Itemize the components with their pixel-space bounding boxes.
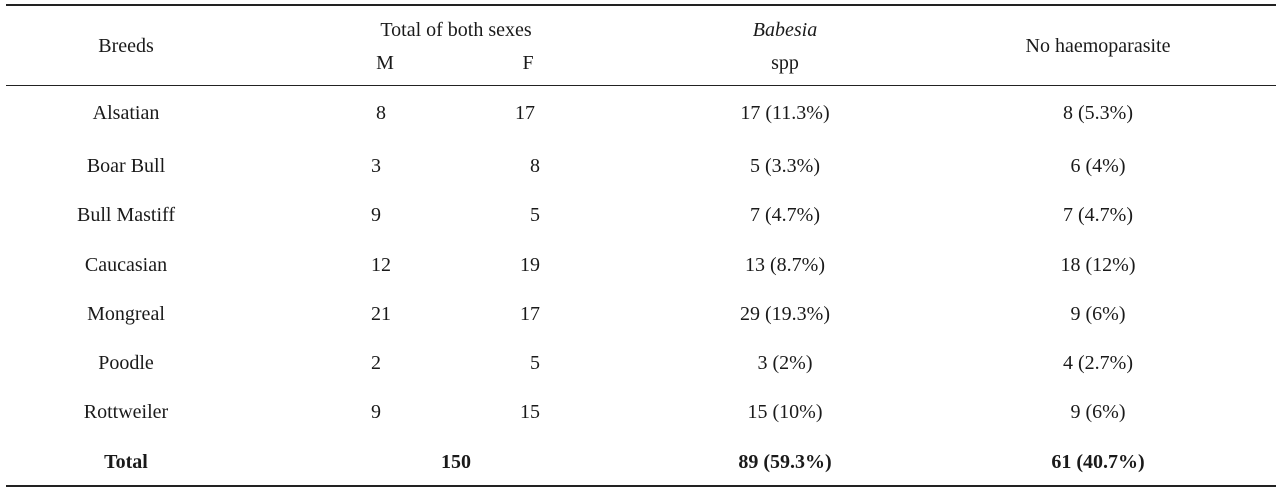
cell-breed: Mongreal [87,303,165,325]
cell-breed: Poodle [98,352,154,374]
header-no-haemoparasite: No haemoparasite [1025,35,1171,57]
cell-f: 5 [530,352,540,374]
header-m: M [376,52,394,74]
cell-babesia: 5 (3.3%) [750,155,820,177]
cell-breed: Rottweiler [83,401,169,423]
table-header-rule [6,85,1276,86]
cell-none: 9 (6%) [1070,401,1126,423]
cell-m: 9 [371,401,381,423]
cell-m: 9 [371,204,381,226]
cell-f: 8 [530,155,540,177]
total-none: 61 (40.7%) [1051,451,1145,473]
cell-f: 5 [530,204,540,226]
cell-m: 3 [371,155,381,177]
cell-m: 8 [376,102,386,124]
cell-babesia: 29 (19.3%) [740,303,830,325]
header-breeds: Breeds [98,35,154,57]
cell-m: 12 [371,254,391,276]
cell-none: 9 (6%) [1070,303,1126,325]
cell-m: 21 [371,303,391,325]
total-label: Total [104,451,148,473]
cell-breed: Caucasian [84,254,168,276]
total-babesia: 89 (59.3%) [738,451,832,473]
cell-babesia: 17 (11.3%) [740,102,830,124]
table-bottom-rule [6,485,1276,487]
cell-babesia: 15 (10%) [747,401,823,423]
cell-none: 18 (12%) [1060,254,1136,276]
cell-none: 6 (4%) [1070,155,1126,177]
cell-babesia: 3 (2%) [757,352,813,374]
table-top-rule [6,4,1276,6]
total-both-sexes: 150 [441,451,471,473]
cell-breed: Boar Bull [86,155,166,177]
header-f: F [522,52,534,74]
cell-babesia: 13 (8.7%) [745,254,825,276]
cell-breed: Alsatian [92,102,160,124]
cell-f: 19 [520,254,540,276]
header-spp: spp [771,52,799,74]
header-total-both-sexes: Total of both sexes [380,19,532,41]
header-babesia: Babesia [752,19,818,41]
cell-f: 15 [520,401,540,423]
cell-babesia: 7 (4.7%) [750,204,820,226]
cell-none: 8 (5.3%) [1063,102,1133,124]
cell-m: 2 [371,352,381,374]
cell-f: 17 [515,102,535,124]
cell-none: 4 (2.7%) [1063,352,1133,374]
cell-f: 17 [520,303,540,325]
cell-breed: Bull Mastiff [77,204,175,226]
cell-none: 7 (4.7%) [1063,204,1133,226]
